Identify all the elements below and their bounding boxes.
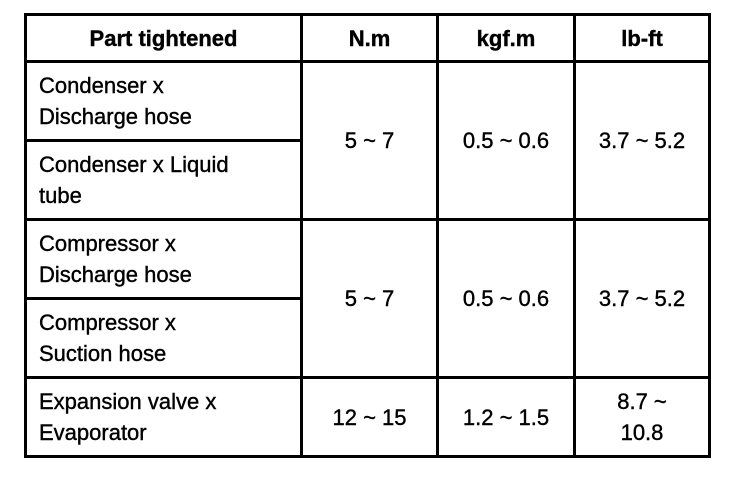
part-line: Discharge hose [39,104,192,129]
header-part: Part tightened [24,13,303,63]
part-line: Discharge hose [39,262,192,287]
kgfm-cell: 0.5 ~ 0.6 [436,218,576,379]
part-line: Compressor x [39,231,176,256]
table-row: Condenser x Discharge hose 5 ~ 7 0.5 ~ 0.… [24,60,711,221]
table-row: Condenser x Liquid tube [24,139,710,221]
header-nm: N.m [300,13,439,63]
part-line: Condenser x [39,73,164,98]
part-cell: Compressor x Discharge hose [24,218,303,300]
part-line: Expansion valve x [39,389,217,414]
part-line: tube [39,183,82,208]
table-row: Compressor x Suction hose [24,297,710,379]
nm-cell: 12 ~ 15 [300,376,439,458]
table-row: Expansion valve x Evaporator 12 ~ 15 1.2 … [24,376,711,458]
part-cell: Condenser x Discharge hose [24,60,303,142]
lbft-line: 8.7 ~ [617,389,667,414]
lbft-cell: 3.7 ~ 5.2 [573,218,711,379]
part-line: Compressor x [39,310,176,335]
torque-table: Part tightened N.m kgf.m lb-ft Condenser… [24,13,711,458]
part-line: Suction hose [39,341,167,366]
nm-cell: 5 ~ 7 [300,60,439,221]
header-row: Part tightened N.m kgf.m lb-ft [24,13,711,63]
part-line: Condenser x Liquid [39,152,229,177]
nm-cell: 5 ~ 7 [300,218,439,379]
kgfm-cell: 1.2 ~ 1.5 [436,376,576,458]
part-cell: Condenser x Liquid tube [24,139,303,221]
header-kgfm: kgf.m [436,13,576,63]
part-line: Evaporator [39,420,147,445]
part-cell: Expansion valve x Evaporator [24,376,303,458]
header-lbft: lb-ft [573,13,711,63]
lbft-line: 10.8 [620,420,664,445]
lbft-cell: 8.7 ~ 10.8 [573,376,711,458]
part-cell: Compressor x Suction hose [24,297,303,379]
table-row: Compressor x Discharge hose 5 ~ 7 0.5 ~ 0… [24,218,711,379]
kgfm-cell: 0.5 ~ 0.6 [436,60,576,221]
lbft-cell: 3.7 ~ 5.2 [573,60,711,221]
